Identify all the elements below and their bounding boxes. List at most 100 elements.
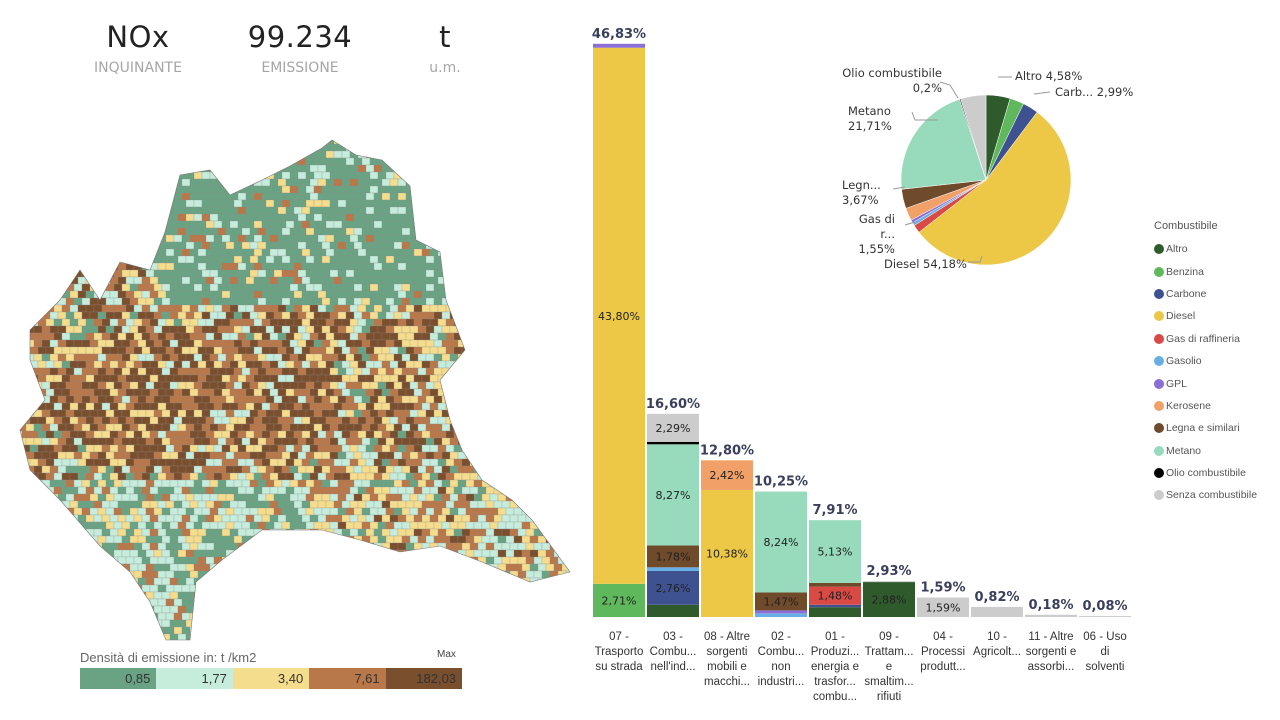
municipality-area[interactable]: [42, 130, 50, 137]
municipality-area[interactable]: [417, 451, 427, 460]
municipality-area[interactable]: [582, 193, 590, 200]
municipality-area[interactable]: [73, 479, 83, 488]
municipality-area[interactable]: [365, 318, 375, 327]
municipality-area[interactable]: [397, 290, 407, 299]
municipality-area[interactable]: [37, 514, 47, 523]
municipality-area[interactable]: [129, 339, 139, 348]
municipality-area[interactable]: [301, 304, 311, 313]
municipality-area[interactable]: [445, 528, 455, 537]
municipality-area[interactable]: [109, 290, 119, 299]
municipality-area[interactable]: [389, 528, 399, 537]
municipality-area[interactable]: [405, 570, 415, 579]
municipality-area[interactable]: [285, 500, 295, 509]
municipality-area[interactable]: [45, 584, 55, 593]
municipality-area[interactable]: [349, 486, 359, 495]
municipality-area[interactable]: [109, 542, 119, 551]
municipality-area[interactable]: [81, 255, 91, 264]
municipality-area[interactable]: [18, 143, 27, 152]
municipality-area[interactable]: [241, 339, 251, 348]
municipality-area[interactable]: [481, 591, 491, 600]
municipality-area[interactable]: [582, 305, 590, 312]
municipality-area[interactable]: [313, 255, 323, 264]
municipality-area[interactable]: [217, 381, 227, 390]
municipality-area[interactable]: [273, 605, 283, 614]
municipality-area[interactable]: [365, 276, 375, 285]
municipality-area[interactable]: [61, 458, 71, 467]
municipality-area[interactable]: [369, 269, 379, 278]
municipality-area[interactable]: [85, 318, 95, 327]
municipality-area[interactable]: [537, 549, 547, 558]
municipality-area[interactable]: [365, 598, 375, 607]
municipality-area[interactable]: [65, 437, 75, 446]
municipality-area[interactable]: [169, 255, 179, 264]
municipality-area[interactable]: [473, 395, 483, 404]
municipality-area[interactable]: [582, 333, 590, 340]
municipality-area[interactable]: [481, 185, 491, 194]
municipality-area[interactable]: [10, 382, 18, 389]
municipality-area[interactable]: [309, 360, 319, 369]
municipality-area[interactable]: [105, 549, 115, 558]
municipality-area[interactable]: [533, 486, 543, 495]
municipality-area[interactable]: [253, 206, 263, 215]
municipality-area[interactable]: [217, 255, 227, 264]
municipality-area[interactable]: [217, 479, 227, 488]
municipality-area[interactable]: [549, 150, 559, 159]
municipality-area[interactable]: [337, 199, 347, 208]
municipality-area[interactable]: [205, 137, 215, 145]
municipality-area[interactable]: [209, 549, 219, 558]
municipality-area[interactable]: [121, 437, 131, 446]
municipality-area[interactable]: [18, 507, 27, 516]
municipality-area[interactable]: [221, 290, 231, 299]
municipality-area[interactable]: [217, 325, 227, 334]
municipality-area[interactable]: [145, 171, 155, 180]
municipality-area[interactable]: [578, 270, 586, 277]
municipality-area[interactable]: [129, 297, 139, 306]
municipality-area[interactable]: [353, 493, 363, 502]
municipality-area[interactable]: [329, 297, 339, 306]
municipality-area[interactable]: [565, 500, 574, 509]
municipality-area[interactable]: [125, 374, 135, 383]
municipality-area[interactable]: [141, 290, 151, 299]
municipality-area[interactable]: [369, 493, 379, 502]
municipality-area[interactable]: [541, 220, 551, 229]
municipality-area[interactable]: [81, 395, 91, 404]
municipality-area[interactable]: [317, 332, 327, 341]
municipality-area[interactable]: [385, 577, 395, 586]
municipality-area[interactable]: [121, 479, 131, 488]
municipality-area[interactable]: [541, 360, 551, 369]
municipality-area[interactable]: [177, 507, 187, 516]
municipality-area[interactable]: [341, 192, 351, 201]
municipality-area[interactable]: [369, 479, 379, 488]
municipality-area[interactable]: [61, 192, 71, 201]
municipality-area[interactable]: [401, 199, 411, 208]
municipality-area[interactable]: [85, 248, 95, 257]
municipality-area[interactable]: [533, 276, 543, 285]
municipality-area[interactable]: [93, 318, 103, 327]
municipality-area[interactable]: [229, 598, 239, 607]
municipality-area[interactable]: [73, 283, 83, 292]
municipality-area[interactable]: [521, 185, 531, 194]
municipality-area[interactable]: [37, 584, 47, 593]
municipality-area[interactable]: [229, 486, 239, 495]
municipality-area[interactable]: [109, 444, 119, 453]
municipality-area[interactable]: [445, 584, 455, 593]
municipality-area[interactable]: [297, 605, 307, 614]
municipality-area[interactable]: [145, 269, 155, 278]
municipality-area[interactable]: [337, 143, 347, 152]
municipality-area[interactable]: [333, 290, 343, 299]
municipality-area[interactable]: [521, 605, 531, 614]
municipality-area[interactable]: [101, 584, 111, 593]
municipality-area[interactable]: [569, 367, 578, 376]
municipality-area[interactable]: [533, 556, 543, 565]
municipality-area[interactable]: [561, 311, 570, 320]
municipality-area[interactable]: [177, 353, 187, 362]
municipality-area[interactable]: [293, 542, 303, 551]
municipality-area[interactable]: [429, 234, 439, 243]
municipality-area[interactable]: [281, 563, 291, 572]
municipality-area[interactable]: [301, 262, 311, 271]
municipality-area[interactable]: [453, 514, 463, 523]
municipality-area[interactable]: [145, 381, 155, 390]
municipality-area[interactable]: [549, 276, 559, 285]
municipality-area[interactable]: [297, 143, 307, 152]
municipality-area[interactable]: [461, 570, 471, 579]
